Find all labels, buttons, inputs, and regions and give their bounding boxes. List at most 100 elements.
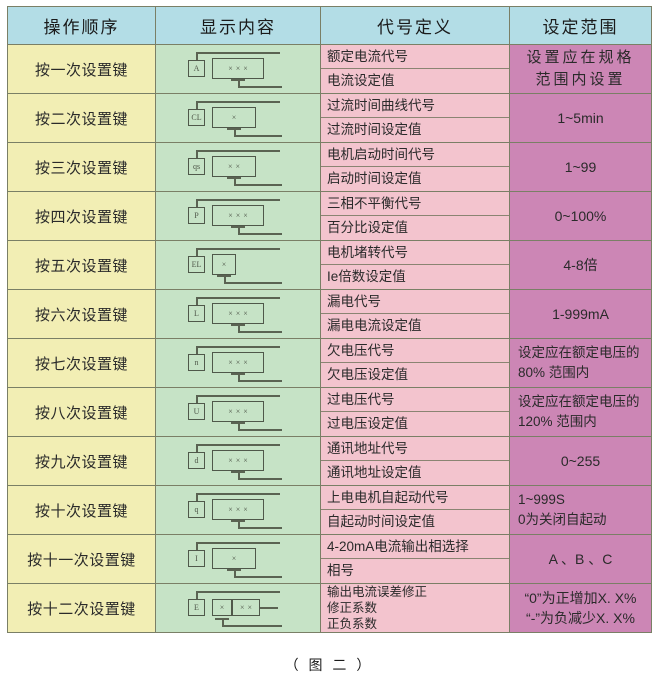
- definition-line: 额定电流代号: [321, 45, 509, 69]
- definition-line: 通讯地址代号: [321, 437, 509, 461]
- code-definition-cell: 通讯地址代号 通讯地址设定值: [320, 436, 510, 486]
- display-segment-box: ××: [212, 156, 256, 177]
- code-letter-box: n: [188, 354, 205, 371]
- code-definition-cell: 漏电代号 漏电电流设定值: [320, 289, 510, 339]
- icon-wire-foot: [231, 324, 245, 326]
- icon-wire-bottom-horizontal: [234, 184, 282, 186]
- meter-display-icon: I ×: [174, 536, 302, 582]
- display-segment-label: ×××: [228, 308, 251, 318]
- setting-range-line: 4-8倍: [563, 256, 598, 273]
- icon-wire-top-vertical: [196, 542, 198, 551]
- setting-range-cell: “0”为正增加X. X% “-”为负减少X. X%: [509, 583, 652, 633]
- icon-wire-bottom-horizontal: [238, 527, 282, 529]
- setting-range-line: 120% 范围内: [518, 414, 597, 429]
- definition-line: 4-20mA电流输出相选择: [321, 535, 509, 559]
- icon-wire-top-vertical: [196, 199, 198, 208]
- definition-line: 过流时间曲线代号: [321, 94, 509, 118]
- icon-wire-bottom-vertical: [234, 569, 236, 578]
- meter-display-icon: qs ××: [174, 144, 302, 190]
- definition-line: 百分比设定值: [327, 220, 408, 235]
- display-segment-box: ×××: [212, 401, 264, 422]
- icon-wire-foot: [231, 520, 245, 522]
- setting-range-line: 1-999mA: [552, 305, 609, 322]
- definition-line: 漏电代号: [321, 290, 509, 314]
- table-row: 按三次设置键 qs ×× 电机启动时间代号 启动时间设定值 1~99: [7, 142, 652, 192]
- code-letter-label: U: [193, 406, 200, 416]
- icon-wire-top-vertical: [196, 395, 198, 404]
- definition-line: 相号: [327, 563, 354, 578]
- icon-wire-bottom-vertical: [234, 177, 236, 186]
- code-definition-cell: 欠电压代号 欠电压设定值: [320, 338, 510, 388]
- table-row: 按六次设置键 L ××× 漏电代号 漏电电流设定值 1-999mA: [7, 289, 652, 339]
- code-letter-label: qs: [192, 161, 201, 171]
- icon-wire-foot: [231, 373, 245, 375]
- display-content-cell: d ×××: [155, 436, 321, 486]
- code-letter-box: U: [188, 403, 205, 420]
- display-segment-box: ×: [212, 548, 256, 569]
- display-content-cell: qs ××: [155, 142, 321, 192]
- header-code-definition: 代号定义: [320, 6, 510, 45]
- definition-line: 正负系数: [327, 617, 378, 631]
- code-letter-label: d: [194, 455, 199, 465]
- table-row: 按十次设置键 q ××× 上电电机自起动代号 自起动时间设定值 1~999S 0为关闭自起动: [7, 485, 652, 535]
- icon-wire-bottom-vertical: [238, 226, 240, 235]
- icon-wire-foot: [231, 422, 245, 424]
- code-definition-cell: 三相不平衡代号 百分比设定值: [320, 191, 510, 241]
- code-definition-cell: 电机启动时间代号 启动时间设定值: [320, 142, 510, 192]
- icon-wire-top-horizontal: [196, 395, 280, 397]
- icon-wire-top-horizontal: [196, 248, 280, 250]
- setting-range-cell: 1~999S 0为关闭自起动: [509, 485, 652, 535]
- operation-sequence-cell: 按四次设置键: [7, 191, 156, 241]
- icon-wire-top-horizontal: [196, 297, 280, 299]
- setting-range-cell: 1~99: [509, 142, 652, 192]
- display-content-cell: EL ×: [155, 240, 321, 290]
- display-segment-box: ×××: [212, 450, 264, 471]
- icon-wire-top-horizontal: [196, 52, 280, 54]
- code-definition-cell: 电机堵转代号 Ie倍数设定值: [320, 240, 510, 290]
- definition-line: 上电电机自起动代号: [321, 486, 509, 510]
- code-definition-cell: 额定电流代号 电流设定值: [320, 44, 510, 94]
- display-segment-label: ×: [231, 112, 240, 122]
- meter-display-icon: P ×××: [174, 193, 302, 239]
- icon-wire-top-vertical: [196, 52, 198, 61]
- setting-range-line: 1~5min: [557, 109, 604, 126]
- code-letter-box: L: [188, 305, 205, 322]
- display-content-cell: q ×××: [155, 485, 321, 535]
- meter-display-icon: EL ×: [174, 242, 302, 288]
- display-segment-box: ×××: [212, 303, 264, 324]
- code-letter-label: q: [194, 504, 199, 514]
- icon-wire-bottom-horizontal: [238, 86, 282, 88]
- icon-wire-top-vertical: [196, 297, 198, 306]
- icon-wire-top-vertical: [196, 101, 198, 110]
- table-row: 按九次设置键 d ××× 通讯地址代号 通讯地址设定值 0~255: [7, 436, 652, 486]
- operation-sequence-cell: 按十二次设置键: [7, 583, 156, 633]
- icon-wire-foot: [227, 128, 241, 130]
- display-content-cell: P ×××: [155, 191, 321, 241]
- code-letter-box: EL: [188, 256, 205, 273]
- header-operation-sequence: 操作顺序: [7, 6, 156, 45]
- setting-range-cell: 0~255: [509, 436, 652, 486]
- meter-display-icon: U ×××: [174, 389, 302, 435]
- header-display-content: 显示内容: [155, 6, 321, 45]
- setting-range-cell: 设定应在额定电压的 80% 范围内: [509, 338, 652, 388]
- code-definition-cell: 过电压代号 过电压设定值: [320, 387, 510, 437]
- display-content-cell: E × ××: [155, 583, 321, 633]
- setting-range-line: 0~255: [560, 452, 601, 469]
- setting-range-line: 80% 范围内: [518, 365, 590, 380]
- setting-range-cell: 4-8倍: [509, 240, 652, 290]
- setting-range-cell: 0~100%: [509, 191, 652, 241]
- setting-range-line: 设定应在额定电压的: [518, 394, 640, 410]
- definition-line: 过电压设定值: [327, 416, 408, 431]
- operation-sequence-cell: 按二次设置键: [7, 93, 156, 143]
- icon-wire-bottom-horizontal: [238, 478, 282, 480]
- operation-sequence-cell: 按十一次设置键: [7, 534, 156, 584]
- icon-wire-top-horizontal: [196, 493, 280, 495]
- table-header: 操作顺序 显示内容 代号定义 设定范围: [7, 6, 652, 45]
- table-row: 按十二次设置键 E × ×× 输出电流误差修正 修正系数 正负系数 “0”为正增加X. X% “…: [7, 583, 652, 633]
- display-segment-label: ×××: [228, 406, 251, 416]
- meter-display-icon: d ×××: [174, 438, 302, 484]
- code-letter-label: P: [194, 210, 199, 220]
- display-segment-label: ×××: [228, 63, 251, 73]
- display-segment-box: ×: [212, 107, 256, 128]
- icon-wire-bottom-vertical: [238, 324, 240, 333]
